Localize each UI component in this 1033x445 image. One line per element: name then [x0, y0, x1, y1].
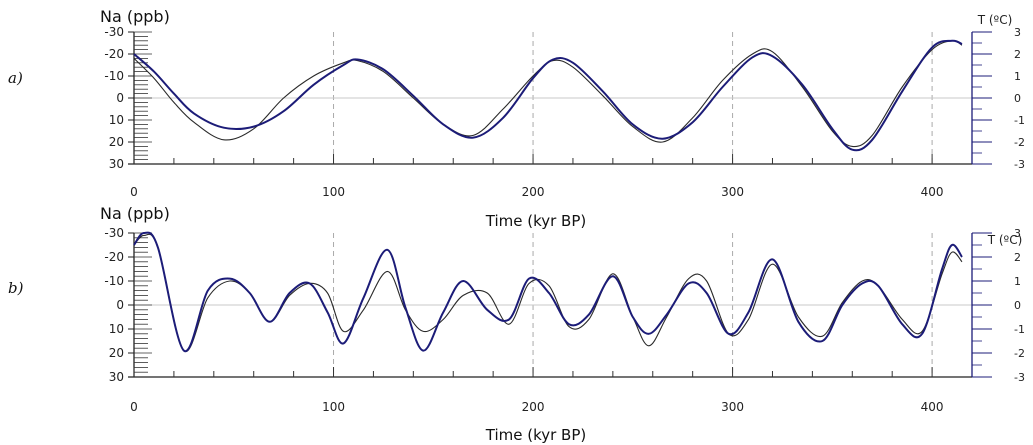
panel-1-x-tick-label: 0 — [130, 400, 138, 414]
panel-0-left-tick-label: -30 — [104, 25, 124, 39]
panel-a-left-axis-label: Na (ppb) — [100, 7, 170, 26]
panel-a-right-axis-label: T (ºC) — [977, 13, 1013, 27]
panel-1-left-tick-label: 0 — [116, 298, 124, 312]
panel-1-right-tick-label: -3 — [1014, 371, 1025, 384]
panel-1-right-tick-label: -2 — [1014, 347, 1025, 360]
panel-1-x-tick-label: 400 — [921, 400, 944, 414]
panel-0-left-tick-label: 0 — [116, 91, 124, 105]
panel-1-left-tick-label: 30 — [109, 370, 124, 384]
panel-b-left-axis-label: Na (ppb) — [100, 204, 170, 223]
panel-1-right-tick-label: 0 — [1014, 299, 1021, 312]
panel-0-x-tick-label: 300 — [721, 185, 744, 199]
panel-0-left-tick-label: 10 — [109, 113, 124, 127]
panel-1-left-tick-label: -30 — [104, 226, 124, 240]
panel-1-x-tick-label: 100 — [322, 400, 345, 414]
panel-0-right-tick-label: 0 — [1014, 92, 1021, 105]
panel-1-left-tick-label: -10 — [104, 274, 124, 288]
panel-1-right-tick-label: 1 — [1014, 275, 1021, 288]
panel-0-left-tick-label: -20 — [104, 47, 124, 61]
panel-0-x-tick-label: 400 — [921, 185, 944, 199]
panel-0-temperature-series-line — [133, 39, 963, 152]
panel-1-temperature-series-line — [133, 231, 963, 352]
panel-0-left-tick-label: 30 — [109, 157, 124, 171]
panel-1-left-tick-label: -20 — [104, 250, 124, 264]
panel-0-left-tick-label: 20 — [109, 135, 124, 149]
panel-b-label: b) — [8, 279, 24, 297]
panel-0-right-tick-label: -3 — [1014, 158, 1025, 171]
panel-b-right-axis-label: T (ºC) — [987, 233, 1023, 247]
panel-0-x-tick-label: 0 — [130, 185, 138, 199]
panel-0-right-tick-label: 1 — [1014, 70, 1021, 83]
panel-a-label: a) — [8, 69, 23, 87]
panel-0-na-series-line — [133, 40, 963, 148]
panel-0-x-tick-label: 100 — [322, 185, 345, 199]
panel-a-x-axis-label: Time (kyr BP) — [485, 212, 586, 230]
panel-1-x-tick-label: 200 — [522, 400, 545, 414]
panel-1-right-tick-label: -1 — [1014, 323, 1025, 336]
panel-b: b) Na (ppb) T (ºC) Time (kyr BP) -30-20-… — [8, 204, 1025, 444]
panel-0-right-tick-label: -1 — [1014, 114, 1025, 127]
panel-0-left-tick-label: -10 — [104, 69, 124, 83]
panel-0-right-tick-label: 2 — [1014, 48, 1021, 61]
panel-0-right-tick-label: 3 — [1014, 26, 1021, 39]
panel-1-left-tick-label: 20 — [109, 346, 124, 360]
panel-1-left-tick-label: 10 — [109, 322, 124, 336]
panel-1-right-tick-label: 3 — [1014, 227, 1021, 240]
panel-b-x-axis-label: Time (kyr BP) — [485, 426, 586, 444]
panel-1-right-tick-label: 2 — [1014, 251, 1021, 264]
panel-0-right-tick-label: -2 — [1014, 136, 1025, 149]
panel-a: a) Na (ppb) T (ºC) Time (kyr BP) -30-20-… — [8, 7, 1025, 230]
panel-1-x-tick-label: 300 — [721, 400, 744, 414]
panel-0-x-tick-label: 200 — [522, 185, 545, 199]
